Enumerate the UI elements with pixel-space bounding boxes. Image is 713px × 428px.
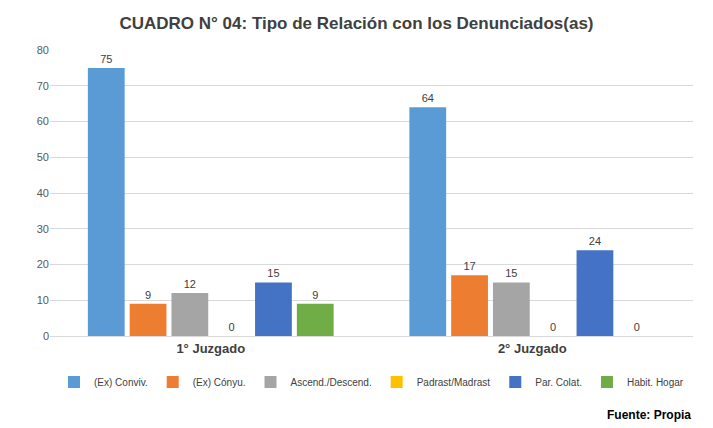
svg-text:1° Juzgado: 1° Juzgado (176, 341, 245, 356)
svg-text:Fuente: Propia: Fuente: Propia (607, 408, 691, 422)
svg-text:0: 0 (43, 330, 49, 342)
svg-text:10: 10 (37, 294, 49, 306)
svg-text:9: 9 (312, 289, 318, 301)
svg-text:40: 40 (37, 187, 49, 199)
svg-text:Par. Colat.: Par. Colat. (535, 377, 582, 388)
svg-text:75: 75 (100, 53, 112, 65)
svg-text:60: 60 (37, 115, 49, 127)
svg-text:80: 80 (37, 44, 49, 56)
svg-text:CUADRO N° 04: Tipo de Relación: CUADRO N° 04: Tipo de Relación con los D… (119, 14, 593, 33)
svg-text:50: 50 (37, 151, 49, 163)
svg-text:17: 17 (463, 260, 475, 272)
svg-text:30: 30 (37, 223, 49, 235)
svg-text:0: 0 (229, 321, 235, 333)
svg-text:0: 0 (550, 321, 556, 333)
svg-text:(Ex) Cónyu.: (Ex) Cónyu. (193, 377, 246, 388)
svg-text:(Ex) Conviv.: (Ex) Conviv. (94, 377, 148, 388)
svg-text:Padrast/Madrast: Padrast/Madrast (417, 377, 491, 388)
svg-text:64: 64 (422, 92, 434, 104)
svg-text:24: 24 (589, 235, 601, 247)
svg-text:2° Juzgado: 2° Juzgado (498, 341, 567, 356)
svg-text:Ascend./Descend.: Ascend./Descend. (291, 377, 372, 388)
svg-text:12: 12 (184, 278, 196, 290)
svg-text:70: 70 (37, 80, 49, 92)
svg-text:0: 0 (634, 321, 640, 333)
svg-text:9: 9 (145, 289, 151, 301)
svg-text:Habit. Hogar: Habit. Hogar (627, 377, 684, 388)
svg-text:15: 15 (267, 267, 279, 279)
svg-text:20: 20 (37, 258, 49, 270)
svg-text:15: 15 (505, 267, 517, 279)
